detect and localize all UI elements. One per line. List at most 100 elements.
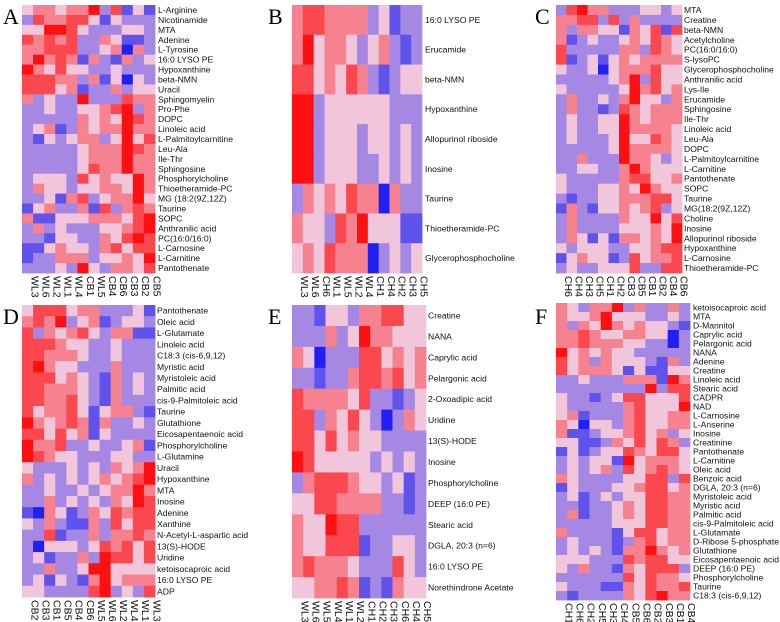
heatmap-cell — [589, 501, 602, 511]
heatmap-cell — [577, 94, 588, 105]
heatmap-cell — [678, 510, 691, 520]
heatmap-cell — [121, 134, 134, 145]
column-label: CH3 — [607, 603, 619, 622]
row-label: Ile-Thr — [684, 114, 709, 124]
row-label: Taurine — [158, 203, 186, 213]
heatmap-cell — [88, 473, 100, 486]
heatmap-cell — [314, 472, 326, 494]
heatmap-cell — [313, 243, 325, 274]
heatmap-cell — [359, 556, 371, 578]
column-label: WL4 — [332, 601, 344, 622]
heatmap-cell — [121, 163, 134, 175]
column-label: CH6 — [399, 601, 411, 622]
heatmap-cell — [55, 163, 67, 175]
heatmap-cell — [600, 474, 613, 484]
heatmap-cell — [381, 556, 393, 578]
row-label: Uracil — [157, 463, 179, 473]
heatmap-cell — [367, 243, 380, 274]
heatmap-cell — [370, 325, 382, 348]
heatmap-cell — [678, 564, 691, 574]
heatmap-cell — [598, 193, 609, 204]
heatmap-cell — [292, 367, 304, 390]
heatmap-cell — [110, 203, 123, 214]
column-label: WL1 — [62, 276, 74, 298]
heatmap-cell — [623, 303, 635, 313]
heatmap-cell — [313, 183, 325, 214]
row-label: MG (18:2(9Z,12Z) — [158, 194, 227, 204]
heatmap-cell — [650, 223, 662, 234]
heatmap-cell — [22, 183, 34, 194]
heatmap-cell — [566, 114, 578, 125]
heatmap-cell — [55, 24, 67, 36]
heatmap-cell — [88, 34, 100, 46]
row-label: 13(S)-HODE — [428, 436, 477, 446]
heatmap-cell — [567, 474, 579, 484]
heatmap-cell — [336, 409, 349, 431]
heatmap-cell — [292, 493, 304, 515]
heatmap-cell — [347, 430, 360, 452]
heatmap-cell — [55, 253, 67, 264]
row-label: Creatinine — [693, 437, 732, 447]
heatmap-cell — [650, 84, 662, 95]
heatmap-cell — [292, 451, 304, 473]
heatmap-cell — [110, 361, 123, 373]
heatmap-cell — [661, 14, 672, 26]
heatmap-cell — [645, 402, 657, 412]
heatmap-cell — [556, 546, 568, 556]
heatmap-cell — [121, 327, 134, 340]
heatmap-cell — [589, 303, 602, 313]
column-label: CH2 — [615, 276, 627, 297]
heatmap-cell — [400, 213, 412, 244]
heatmap-cell — [55, 394, 67, 407]
heatmap-cell — [44, 451, 56, 463]
panel-label: B — [268, 4, 283, 29]
heatmap-cell — [411, 34, 423, 65]
heatmap-cell — [55, 462, 67, 474]
heatmap-cell — [392, 451, 405, 473]
heatmap-cell — [589, 330, 602, 340]
heatmap-cell — [645, 429, 657, 439]
heatmap-cell — [629, 44, 641, 56]
heatmap-cell — [619, 183, 630, 194]
heatmap-cell — [667, 456, 680, 466]
heatmap-cell — [656, 501, 669, 511]
heatmap-cell — [577, 203, 588, 214]
heatmap-cell — [22, 451, 34, 463]
heatmap-cell — [619, 54, 630, 65]
heatmap-cell — [567, 456, 579, 466]
heatmap-cell — [110, 34, 123, 46]
heatmap-cell — [645, 501, 657, 511]
heatmap-cell — [314, 325, 326, 348]
heatmap-cell — [99, 451, 112, 463]
heatmap-cell — [392, 430, 405, 452]
heatmap-cell — [623, 519, 635, 529]
heatmap-cell — [629, 213, 641, 224]
heatmap-cell — [640, 34, 651, 46]
heatmap-cell — [589, 348, 602, 358]
heatmap-cell — [99, 104, 112, 115]
column-label: CH6 — [574, 603, 586, 622]
heatmap-cell — [608, 163, 620, 175]
heatmap-cell — [357, 153, 369, 185]
heatmap-cell — [22, 213, 34, 224]
heatmap-cell — [645, 492, 657, 502]
heatmap-cell — [336, 367, 349, 390]
heatmap-cell — [611, 510, 624, 520]
heatmap-cell — [110, 518, 123, 531]
heatmap-cell — [556, 447, 568, 457]
row-label: Lys-Ile — [684, 84, 709, 94]
heatmap-cell — [392, 535, 405, 557]
heatmap-cell — [110, 372, 123, 385]
heatmap-cell — [645, 339, 657, 349]
heatmap-cell — [556, 153, 567, 165]
heatmap-cell — [44, 540, 56, 553]
heatmap-cell — [66, 94, 78, 105]
heatmap-cell — [88, 439, 100, 452]
heatmap-cell — [132, 74, 145, 85]
heatmap-cell — [634, 312, 646, 322]
heatmap-cell — [378, 153, 390, 185]
heatmap-cell — [389, 5, 401, 36]
row-label: MG(18:2(9Z,12Z) — [684, 203, 751, 213]
heatmap-cell — [55, 552, 67, 564]
heatmap-cell — [623, 402, 635, 412]
